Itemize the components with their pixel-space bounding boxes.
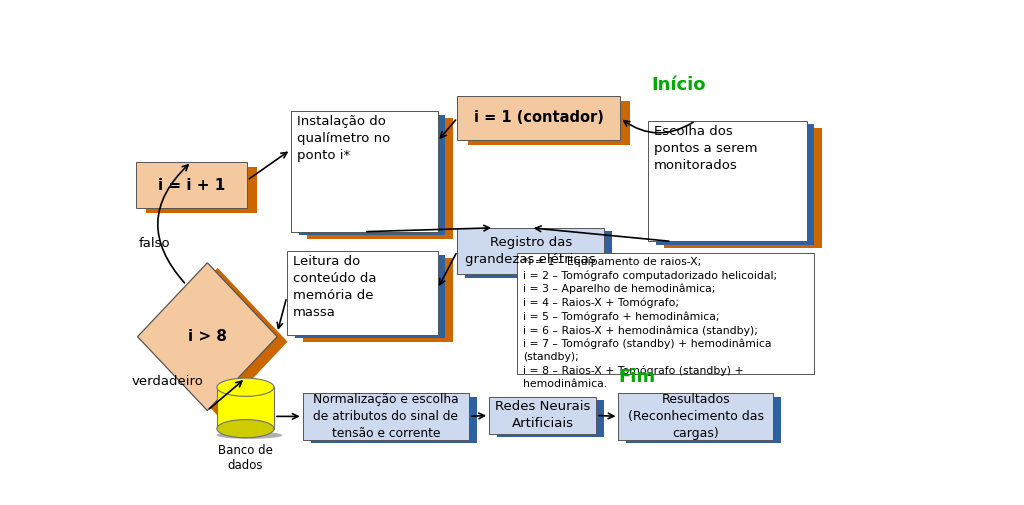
Text: Instalação do
qualímetro no
ponto i*: Instalação do qualímetro no ponto i* (297, 115, 390, 162)
FancyBboxPatch shape (303, 393, 469, 440)
Text: i = i + 1: i = i + 1 (158, 178, 225, 192)
FancyBboxPatch shape (458, 95, 620, 140)
Polygon shape (147, 268, 288, 416)
Text: Redes Neurais
Artificiais: Redes Neurais Artificiais (495, 400, 591, 430)
FancyBboxPatch shape (465, 231, 612, 278)
Text: falso: falso (138, 237, 170, 250)
Ellipse shape (217, 420, 274, 438)
FancyBboxPatch shape (217, 387, 274, 429)
FancyBboxPatch shape (489, 397, 596, 434)
FancyBboxPatch shape (517, 253, 814, 374)
Text: verdadeiro: verdadeiro (132, 375, 204, 388)
FancyBboxPatch shape (648, 121, 807, 241)
FancyBboxPatch shape (295, 255, 445, 338)
FancyBboxPatch shape (618, 393, 773, 440)
FancyBboxPatch shape (303, 258, 454, 342)
FancyBboxPatch shape (287, 251, 437, 335)
FancyBboxPatch shape (299, 115, 445, 235)
Text: Resultados
(Reconhecimento das
cargas): Resultados (Reconhecimento das cargas) (628, 393, 764, 440)
Text: Banco de
dados: Banco de dados (218, 443, 272, 472)
FancyBboxPatch shape (664, 128, 822, 248)
Ellipse shape (216, 432, 283, 439)
Text: i = 1 (contador): i = 1 (contador) (474, 111, 603, 125)
FancyBboxPatch shape (627, 396, 781, 443)
Text: *i = 1 – Equipamento de raios-X;
i = 2 – Tomógrafo computadorizado helicoidal;
i: *i = 1 – Equipamento de raios-X; i = 2 –… (523, 257, 777, 389)
Text: Normalização e escolha
de atributos do sinal de
tensão e corrente: Normalização e escolha de atributos do s… (313, 393, 459, 440)
FancyBboxPatch shape (458, 228, 604, 275)
FancyBboxPatch shape (306, 118, 454, 239)
Text: Leitura do
conteúdo da
memória de
massa: Leitura do conteúdo da memória de massa (293, 255, 377, 319)
Text: Início: Início (652, 76, 707, 94)
Text: Fim: Fim (618, 368, 655, 386)
FancyBboxPatch shape (146, 167, 257, 214)
FancyBboxPatch shape (310, 396, 477, 443)
Polygon shape (137, 263, 278, 411)
Text: Registro das
grandezas elétricas: Registro das grandezas elétricas (465, 236, 596, 266)
FancyBboxPatch shape (655, 124, 814, 245)
FancyBboxPatch shape (136, 162, 247, 209)
FancyBboxPatch shape (497, 400, 604, 437)
FancyBboxPatch shape (468, 100, 631, 145)
FancyBboxPatch shape (291, 111, 437, 232)
Text: i > 8: i > 8 (187, 329, 227, 344)
Text: Escolha dos
pontos a serem
monitorados: Escolha dos pontos a serem monitorados (654, 125, 758, 172)
Ellipse shape (217, 378, 274, 396)
